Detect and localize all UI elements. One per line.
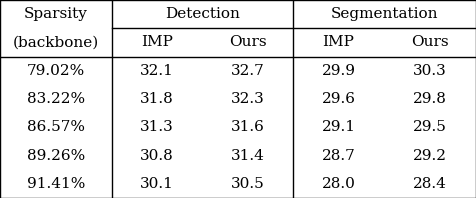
Text: 32.7: 32.7 [231,64,264,78]
Text: IMP: IMP [323,35,355,50]
Text: 28.7: 28.7 [322,148,356,163]
Text: 28.0: 28.0 [322,177,356,191]
Text: 30.8: 30.8 [140,148,174,163]
Text: 29.9: 29.9 [322,64,356,78]
Text: 31.4: 31.4 [230,148,265,163]
Text: Detection: Detection [165,7,240,21]
Text: Ours: Ours [411,35,449,50]
Text: IMP: IMP [141,35,173,50]
Text: 32.3: 32.3 [231,92,264,106]
Text: 29.8: 29.8 [413,92,447,106]
Text: 31.3: 31.3 [140,120,174,134]
Text: 86.57%: 86.57% [27,120,85,134]
Text: 29.1: 29.1 [322,120,356,134]
Text: Ours: Ours [228,35,267,50]
Text: 83.22%: 83.22% [27,92,85,106]
Text: 30.5: 30.5 [231,177,264,191]
Text: Sparsity: Sparsity [24,7,88,21]
Text: 28.4: 28.4 [413,177,447,191]
Text: (backbone): (backbone) [13,35,99,50]
Text: 32.1: 32.1 [140,64,174,78]
Text: 91.41%: 91.41% [27,177,85,191]
Text: 30.1: 30.1 [140,177,174,191]
Text: Segmentation: Segmentation [331,7,438,21]
Text: 29.6: 29.6 [322,92,356,106]
Text: 89.26%: 89.26% [27,148,85,163]
Text: 31.6: 31.6 [230,120,265,134]
Text: 79.02%: 79.02% [27,64,85,78]
Text: 29.2: 29.2 [413,148,447,163]
Text: 29.5: 29.5 [413,120,447,134]
Text: 30.3: 30.3 [413,64,447,78]
Text: 31.8: 31.8 [140,92,174,106]
